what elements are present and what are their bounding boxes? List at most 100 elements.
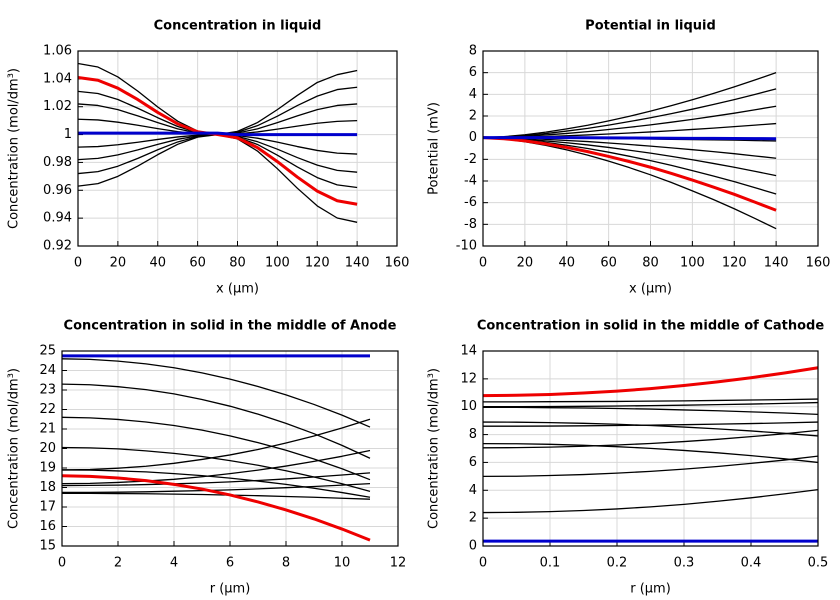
x-tick-label: 40 xyxy=(149,256,166,271)
data-line xyxy=(482,136,777,212)
y-tick-label: 14 xyxy=(460,344,477,359)
y-tick-label: 25 xyxy=(39,344,56,359)
y-tick-label: -4 xyxy=(464,174,477,189)
y-tick-label: 2 xyxy=(469,109,477,124)
y-tick-label: -8 xyxy=(464,217,477,232)
data-line xyxy=(482,442,819,464)
data-line xyxy=(482,137,777,195)
data-line xyxy=(61,446,371,493)
y-tick-label: 18 xyxy=(39,480,56,495)
subplot: Potential in liquid x (µm) Potential (mV) 0… xyxy=(427,19,831,297)
data-line xyxy=(61,449,371,485)
x-tick-label: 20 xyxy=(517,256,534,271)
y-tick-label: 10 xyxy=(460,399,477,414)
x-tick-label: 0.4 xyxy=(741,556,762,571)
y-tick-label: 0 xyxy=(469,539,477,554)
data-line xyxy=(483,401,819,408)
data-line xyxy=(61,469,371,498)
x-tick-label: 160 xyxy=(385,256,410,271)
x-tick-label: 0 xyxy=(74,256,82,271)
x-tick-label: 0.1 xyxy=(540,556,561,571)
x-axis-label: x (µm) xyxy=(629,282,672,297)
y-tick-label: 4 xyxy=(469,87,477,102)
y-tick-label: 1.04 xyxy=(43,71,72,86)
y-axis-label: Potential (mV) xyxy=(427,102,442,195)
x-tick-label: 140 xyxy=(764,256,789,271)
y-tick-label: 21 xyxy=(39,422,56,437)
data-line xyxy=(483,398,819,403)
x-tick-label: 120 xyxy=(722,256,747,271)
x-tick-label: 0.5 xyxy=(808,556,829,571)
chart-title: Concentration in solid in the middle of … xyxy=(64,319,397,334)
x-tick-label: 0.2 xyxy=(607,556,628,571)
x-tick-label: 0 xyxy=(58,556,66,571)
plot-frame xyxy=(61,350,399,547)
y-tick-label: 20 xyxy=(39,441,56,456)
y-tick-label: 6 xyxy=(469,455,477,470)
data-line xyxy=(482,366,819,398)
subplot: Concentration in solid in the middle of … xyxy=(427,319,829,597)
data-line xyxy=(482,72,777,139)
data-line xyxy=(77,118,358,155)
x-axis-label: r (µm) xyxy=(210,582,251,597)
x-tick-label: 80 xyxy=(229,256,246,271)
subplot: Concentration in solid in the middle of … xyxy=(7,319,407,597)
x-axis-label: r (µm) xyxy=(630,582,671,597)
plot-frame xyxy=(482,350,819,547)
x-tick-label: 60 xyxy=(600,256,617,271)
x-tick-label: 120 xyxy=(305,256,330,271)
y-tick-label: 4 xyxy=(469,483,477,498)
y-tick-label: 12 xyxy=(460,371,477,386)
x-tick-label: 0 xyxy=(479,256,487,271)
y-tick-label: 19 xyxy=(39,461,56,476)
y-tick-label: 15 xyxy=(39,539,56,554)
y-tick-label: 2 xyxy=(469,511,477,526)
data-line xyxy=(482,429,819,449)
y-axis-label: Concentration (mol/dm³) xyxy=(427,368,442,529)
data-line xyxy=(62,492,371,500)
chart-title: Concentration in solid in the middle of … xyxy=(477,319,825,334)
data-line xyxy=(483,406,819,416)
y-tick-label: 0.96 xyxy=(43,183,72,198)
data-line xyxy=(483,136,777,141)
x-tick-label: 0 xyxy=(479,556,487,571)
data-line xyxy=(62,482,371,494)
y-tick-label: 6 xyxy=(469,65,477,80)
y-tick-label: 24 xyxy=(39,363,56,378)
y-tick-label: -10 xyxy=(456,239,477,254)
x-tick-label: 8 xyxy=(282,556,290,571)
y-axis-label: Concentration (mol/dm³) xyxy=(7,368,22,529)
data-line xyxy=(482,137,777,230)
x-tick-label: 100 xyxy=(680,256,705,271)
data-line xyxy=(61,383,371,459)
data-line xyxy=(482,88,777,139)
y-tick-label: 1 xyxy=(64,127,72,142)
x-tick-label: 0.3 xyxy=(674,556,695,571)
data-line xyxy=(482,488,819,514)
y-tick-label: 16 xyxy=(39,519,56,534)
data-line xyxy=(61,358,371,428)
y-tick-label: 0 xyxy=(469,130,477,145)
plot-frame xyxy=(482,50,819,247)
y-tick-label: 23 xyxy=(39,383,56,398)
x-tick-label: 140 xyxy=(345,256,370,271)
y-tick-label: 8 xyxy=(469,427,477,442)
data-line xyxy=(61,418,371,471)
x-axis-label: x (µm) xyxy=(216,282,259,297)
y-tick-label: -6 xyxy=(464,195,477,210)
y-tick-label: 22 xyxy=(39,402,56,417)
y-tick-label: 1.02 xyxy=(43,99,72,114)
chart-title: Potential in liquid xyxy=(585,19,716,34)
x-tick-label: 12 xyxy=(390,556,407,571)
y-tick-label: 1.06 xyxy=(43,44,72,59)
x-tick-label: 10 xyxy=(334,556,351,571)
chart-title: Concentration in liquid xyxy=(154,19,322,34)
x-tick-label: 4 xyxy=(170,556,178,571)
data-line xyxy=(482,137,777,177)
x-tick-label: 160 xyxy=(806,256,831,271)
x-tick-label: 80 xyxy=(642,256,659,271)
data-line xyxy=(482,105,777,139)
data-line xyxy=(78,131,358,137)
x-tick-label: 100 xyxy=(265,256,290,271)
